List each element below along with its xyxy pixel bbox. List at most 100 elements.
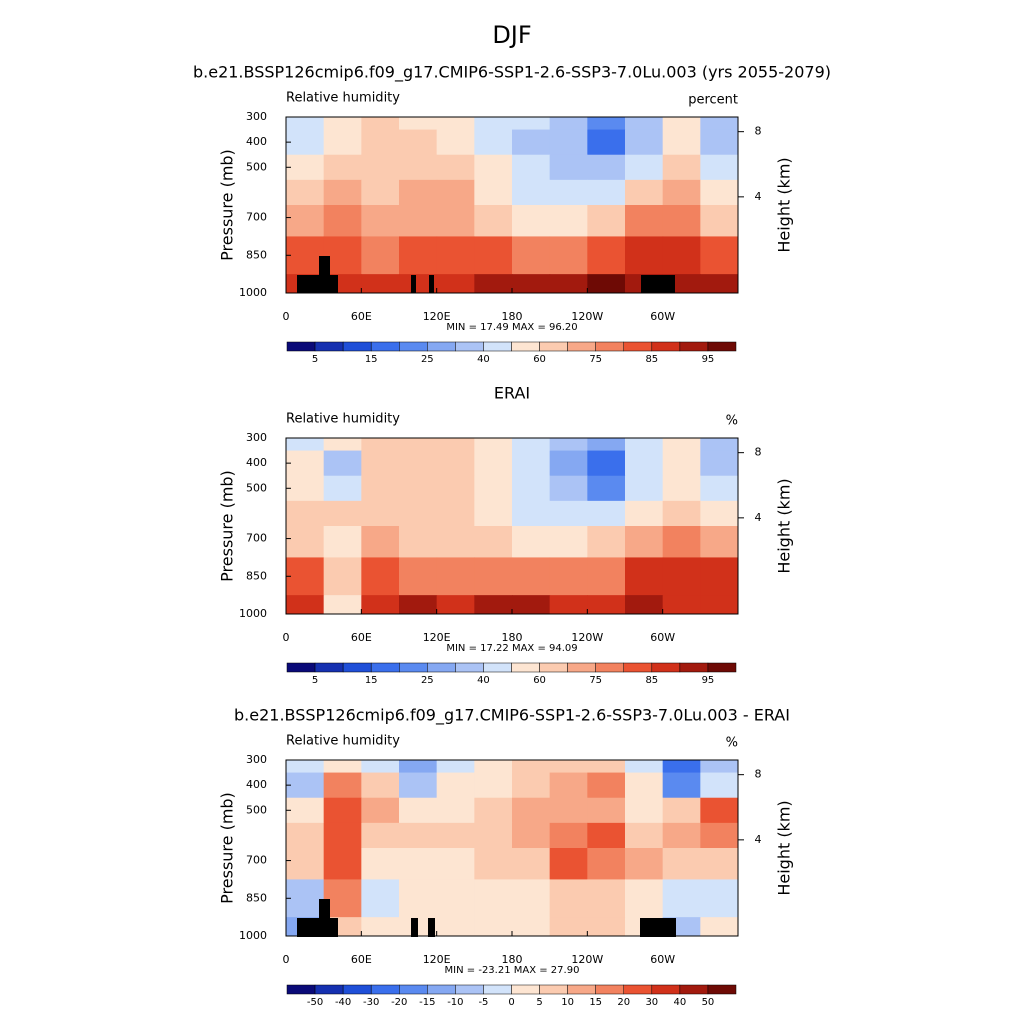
contour-cell bbox=[436, 760, 475, 774]
stats: MIN = 17.22 MAX = 94.09 bbox=[446, 643, 577, 654]
colorbar-box bbox=[707, 984, 737, 995]
y-tick-label: 1000 bbox=[239, 607, 267, 620]
colorbar-box bbox=[427, 341, 456, 352]
contour-cell bbox=[549, 879, 588, 918]
y-tick-label: 400 bbox=[246, 778, 267, 791]
contour-cell bbox=[625, 557, 664, 596]
right-label: % bbox=[726, 736, 738, 751]
contour-cell bbox=[587, 438, 626, 452]
colorbar-label: 5 bbox=[312, 354, 318, 365]
contour-cell bbox=[549, 205, 588, 237]
contour-cell bbox=[700, 879, 739, 918]
colorbar-box bbox=[539, 341, 568, 352]
contour-cell bbox=[700, 205, 739, 237]
contour-cell bbox=[361, 917, 400, 937]
colorbar-box bbox=[539, 662, 568, 673]
colorbar-label: 0 bbox=[508, 997, 514, 1008]
contour-cell bbox=[625, 438, 664, 452]
contour-cell bbox=[399, 236, 438, 275]
contour-cell bbox=[399, 848, 438, 880]
contour-cell bbox=[323, 438, 362, 452]
contour-cell bbox=[323, 236, 362, 275]
panel-title: ERAI bbox=[494, 384, 530, 403]
colorbar-box bbox=[286, 984, 316, 995]
contour-cell bbox=[361, 879, 400, 918]
contour-cell bbox=[436, 879, 475, 918]
contour-cell bbox=[512, 595, 551, 615]
x-tick-label: 60W bbox=[650, 310, 675, 323]
contour-cell bbox=[323, 595, 362, 615]
contour-cell bbox=[361, 772, 400, 799]
contour-cell bbox=[587, 822, 626, 849]
contour-cell bbox=[662, 595, 701, 615]
colorbar-box bbox=[427, 662, 456, 673]
contour-cell bbox=[361, 500, 400, 527]
x-tick-label: 120W bbox=[571, 953, 603, 966]
x-tick-label: 120E bbox=[423, 953, 451, 966]
contour-cell bbox=[700, 595, 739, 615]
contour-cell bbox=[625, 797, 664, 824]
contour-cell bbox=[286, 179, 325, 206]
contour-cell bbox=[625, 879, 664, 918]
left-label: Relative humidity bbox=[286, 91, 400, 106]
y2-tick-label: 8 bbox=[755, 125, 762, 138]
contour-cell bbox=[399, 772, 438, 799]
contour-cell bbox=[399, 797, 438, 824]
colorbar-label: -30 bbox=[363, 997, 379, 1008]
y-tick-label: 1000 bbox=[239, 286, 267, 299]
contour-cell bbox=[662, 450, 701, 477]
contour-cell bbox=[587, 772, 626, 799]
contour-cell bbox=[662, 205, 701, 237]
contour-cell bbox=[436, 205, 475, 237]
contour-cell bbox=[549, 129, 588, 156]
contour-cell bbox=[436, 475, 475, 502]
colorbar-box bbox=[707, 341, 737, 352]
y-tick-label: 850 bbox=[246, 569, 267, 582]
colorbar-label: 5 bbox=[536, 997, 542, 1008]
contour-cell bbox=[323, 848, 362, 880]
contour-cell bbox=[474, 205, 513, 237]
right-label: % bbox=[726, 414, 738, 429]
contour-cell bbox=[399, 595, 438, 615]
x-tick-label: 120W bbox=[571, 631, 603, 644]
contour-cell bbox=[512, 117, 551, 131]
contour-cell bbox=[512, 500, 551, 527]
contour-cell bbox=[474, 236, 513, 275]
contour-cell bbox=[700, 117, 739, 131]
contour-cell bbox=[286, 500, 325, 527]
contour-cell bbox=[549, 848, 588, 880]
contour-cell bbox=[286, 450, 325, 477]
x-tick-label: 0 bbox=[283, 631, 290, 644]
x-tick-label: 120E bbox=[423, 631, 451, 644]
contour-cell bbox=[474, 879, 513, 918]
contour-cell bbox=[549, 274, 588, 294]
contour-cell bbox=[399, 274, 438, 294]
contour-cell bbox=[662, 438, 701, 452]
colorbar-box bbox=[314, 662, 344, 673]
colorbar-box bbox=[651, 662, 681, 673]
colorbar-box bbox=[399, 984, 428, 995]
contour-cell bbox=[512, 205, 551, 237]
colorbar-label: 5 bbox=[312, 675, 318, 686]
contour-cell bbox=[436, 438, 475, 452]
contour-cell bbox=[662, 500, 701, 527]
contour-cell bbox=[700, 179, 739, 206]
contour-cell bbox=[474, 179, 513, 206]
x-tick-label: 60E bbox=[351, 953, 372, 966]
contour-cell bbox=[662, 772, 701, 799]
contour-cell bbox=[512, 848, 551, 880]
contour-cell bbox=[512, 797, 551, 824]
contour-cell bbox=[700, 236, 739, 275]
terrain-mask bbox=[297, 918, 338, 937]
colorbar-box bbox=[651, 341, 681, 352]
y2-axis-label: Height (km) bbox=[775, 478, 794, 573]
contour-cell bbox=[700, 557, 739, 596]
contour-cell bbox=[399, 760, 438, 774]
colorbar-box bbox=[567, 984, 596, 995]
stats: MIN = -23.21 MAX = 27.90 bbox=[445, 965, 580, 976]
contour-cell bbox=[512, 236, 551, 275]
contour-cell bbox=[549, 760, 588, 774]
contour-cell bbox=[625, 154, 664, 181]
colorbar-box bbox=[567, 662, 596, 673]
contour-cell bbox=[323, 475, 362, 502]
